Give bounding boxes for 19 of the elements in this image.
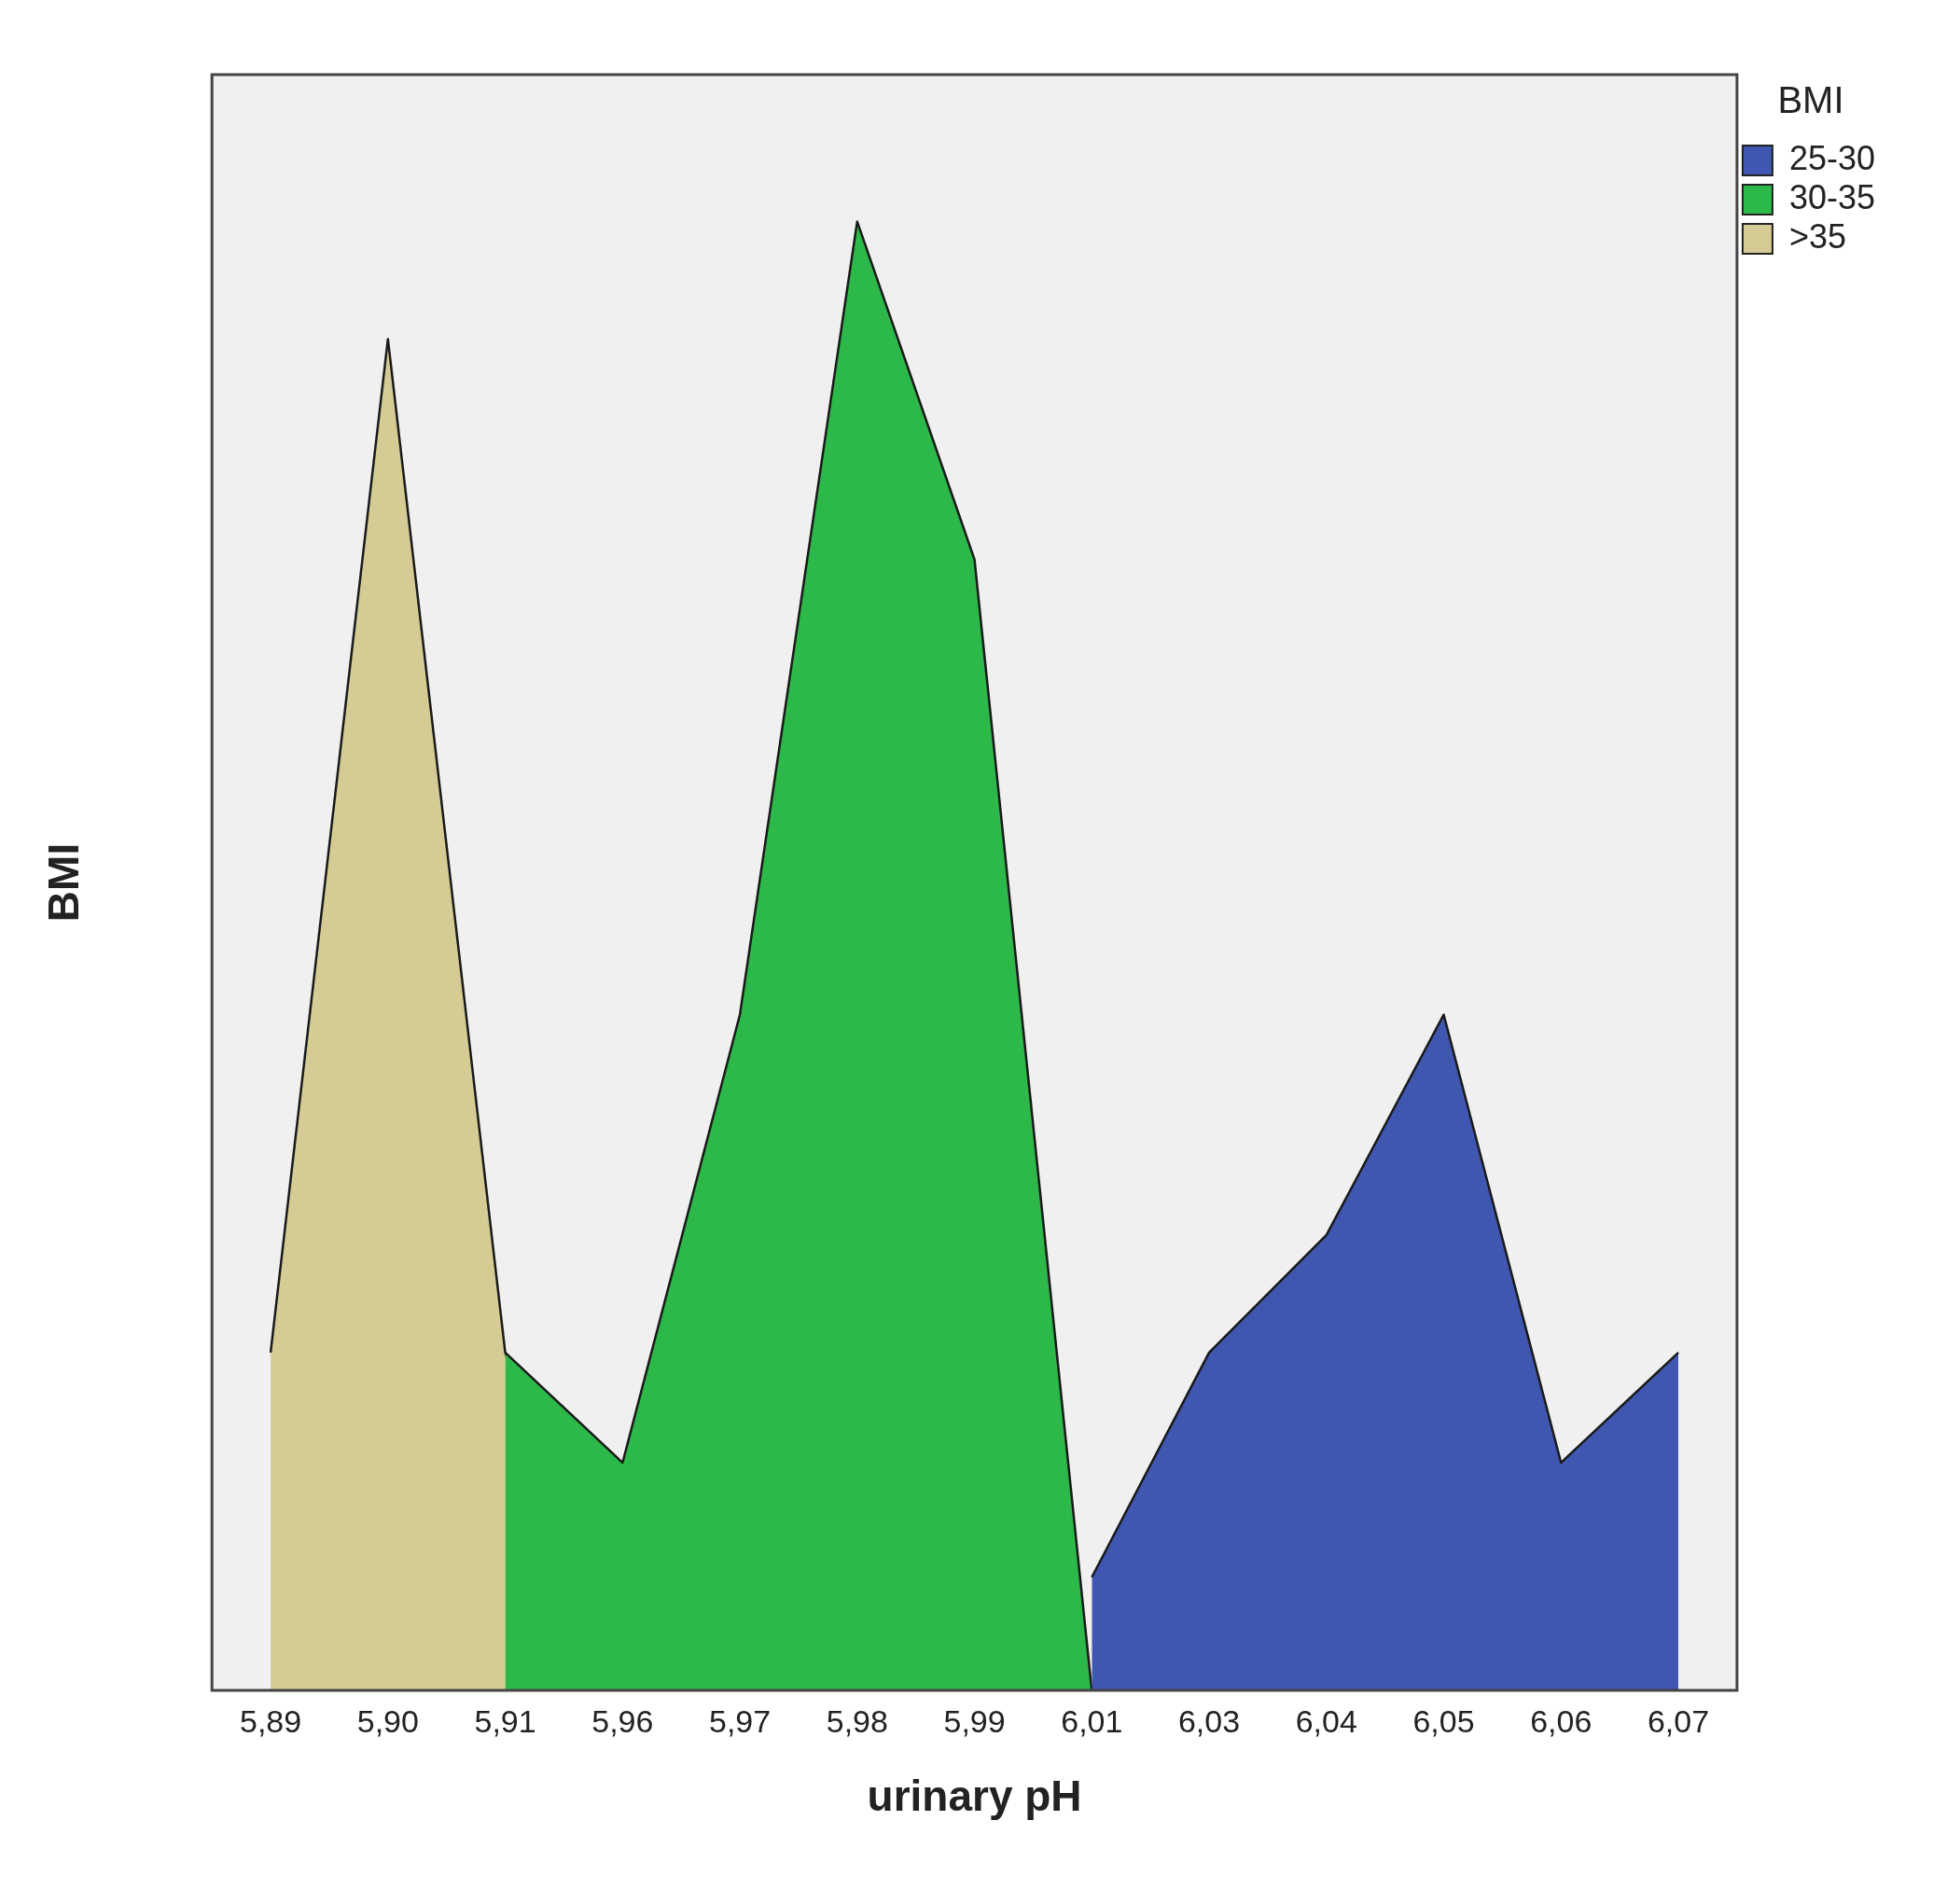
- x-tick-label: 6,03: [1177, 1702, 1241, 1739]
- legend-label: 30-35: [1788, 177, 1875, 216]
- x-axis-title: urinary pH: [867, 1772, 1082, 1821]
- x-tick-label: 5,89: [239, 1702, 302, 1739]
- x-tick-label: 5,99: [943, 1702, 1006, 1739]
- y-axis-title: BMI: [39, 842, 89, 923]
- x-tick-label: 6,01: [1061, 1702, 1123, 1739]
- legend-label: >35: [1788, 216, 1846, 256]
- x-tick-label: 6,07: [1647, 1702, 1710, 1739]
- x-tick-label: 5,90: [356, 1702, 419, 1739]
- x-tick-label: 5,91: [474, 1702, 536, 1739]
- x-tick-label: 6,04: [1295, 1702, 1357, 1739]
- x-tick-label: 6,06: [1530, 1702, 1592, 1739]
- x-tick-label: 5,96: [591, 1702, 654, 1739]
- x-tick-label: 5,97: [708, 1702, 772, 1739]
- legend-title: BMI: [1777, 79, 1844, 121]
- x-tick-label: 5,98: [826, 1702, 888, 1739]
- legend-label: 25-30: [1788, 138, 1875, 177]
- x-tick-label: 6,05: [1412, 1702, 1475, 1739]
